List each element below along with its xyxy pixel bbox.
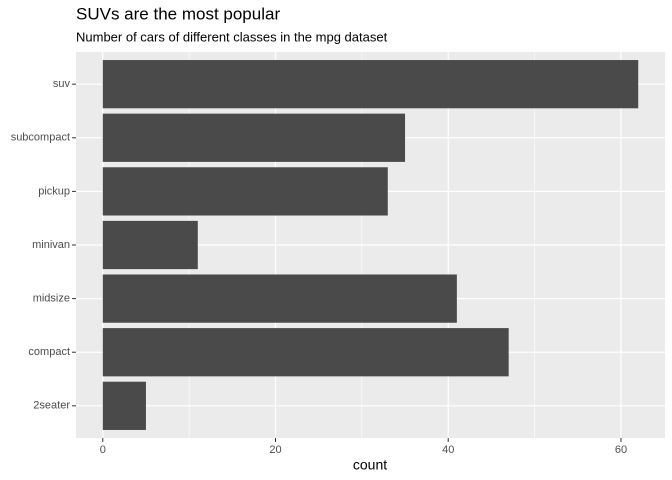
- x-tick-label: 0: [100, 444, 106, 456]
- x-tick-label: 40: [442, 444, 454, 456]
- x-tick-label: 20: [269, 444, 281, 456]
- chart-subtitle: Number of cars of different classes in t…: [76, 29, 388, 44]
- x-tick-label: 60: [615, 444, 627, 456]
- y-tick-label: pickup: [38, 185, 70, 197]
- bar: [102, 220, 198, 270]
- y-tick-label: suv: [53, 78, 71, 90]
- bar: [102, 60, 639, 109]
- x-axis-label: count: [353, 457, 387, 473]
- y-tick-label: midsize: [33, 293, 70, 305]
- bar: [102, 167, 388, 216]
- y-tick-label: minivan: [32, 239, 70, 251]
- bar: [102, 113, 406, 162]
- y-tick-label: subcompact: [11, 132, 70, 144]
- chart-title: SUVs are the most popular: [76, 4, 280, 23]
- bar: [102, 381, 146, 430]
- y-tick-label: 2seater: [33, 400, 70, 412]
- bar: [102, 328, 509, 377]
- bar: [102, 274, 457, 323]
- y-tick-label: compact: [28, 346, 70, 358]
